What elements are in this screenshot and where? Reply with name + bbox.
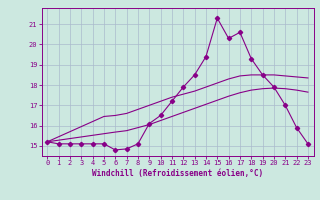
X-axis label: Windchill (Refroidissement éolien,°C): Windchill (Refroidissement éolien,°C) xyxy=(92,169,263,178)
